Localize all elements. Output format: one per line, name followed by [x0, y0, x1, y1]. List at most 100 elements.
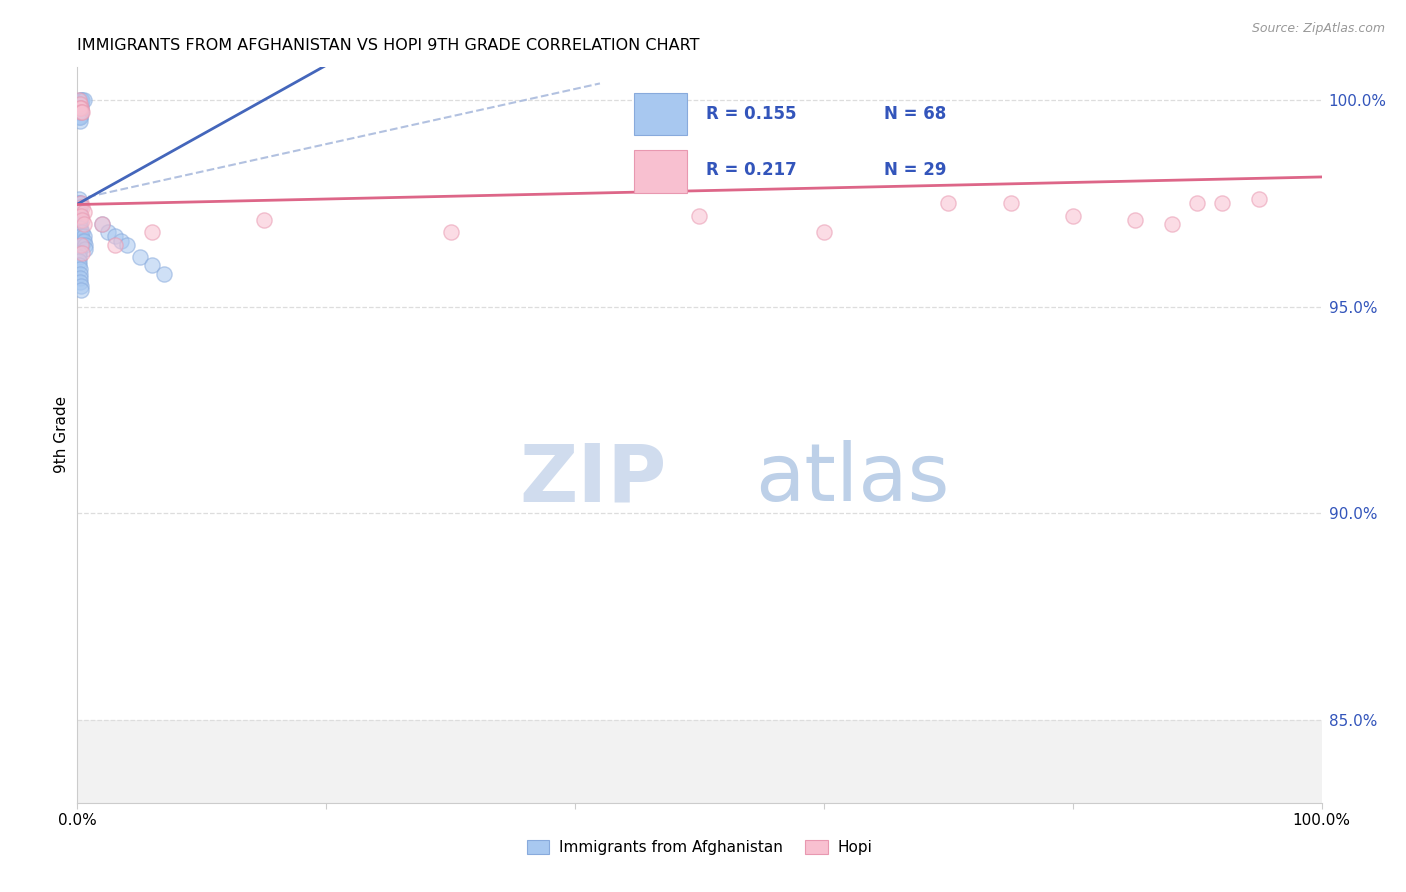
Point	[67, 93, 90, 107]
Point	[69, 110, 91, 124]
Point	[72, 93, 94, 107]
Point	[70, 93, 93, 107]
Point	[72, 93, 94, 107]
Point	[67, 221, 90, 235]
Point	[69, 262, 91, 277]
Point	[72, 237, 94, 252]
Point	[70, 105, 93, 120]
Point	[70, 101, 93, 115]
Point	[128, 250, 150, 264]
Point	[104, 229, 127, 244]
Point	[1062, 209, 1084, 223]
Point	[1161, 217, 1184, 231]
Point	[69, 275, 91, 289]
Point	[141, 258, 163, 272]
Point	[69, 97, 91, 112]
Text: R = 0.217: R = 0.217	[706, 161, 797, 179]
Point	[73, 242, 96, 256]
Point	[104, 237, 127, 252]
Point	[91, 217, 114, 231]
Point	[69, 221, 91, 235]
Point	[72, 225, 94, 239]
Point	[67, 101, 90, 115]
Point	[67, 192, 90, 206]
Point	[69, 201, 91, 215]
Point	[69, 212, 91, 227]
Point	[70, 279, 93, 293]
Point	[115, 237, 138, 252]
Point	[67, 258, 90, 272]
Point	[1123, 212, 1146, 227]
Text: R = 0.155: R = 0.155	[706, 105, 796, 123]
Point	[72, 105, 94, 120]
Point	[70, 229, 93, 244]
Point	[67, 225, 90, 239]
Bar	[634, 150, 688, 193]
Point	[938, 196, 960, 211]
Point	[67, 105, 90, 120]
Text: ZIP: ZIP	[519, 440, 666, 518]
Point	[1211, 196, 1233, 211]
Point	[67, 196, 90, 211]
Point	[72, 246, 94, 260]
Point	[69, 267, 91, 281]
Point	[72, 229, 94, 244]
Point	[141, 225, 163, 239]
Point	[70, 237, 93, 252]
Point	[73, 237, 96, 252]
Point	[70, 97, 93, 112]
Point	[67, 105, 90, 120]
Point	[67, 97, 90, 112]
Point	[69, 196, 91, 211]
Point	[69, 270, 91, 285]
Text: atlas: atlas	[755, 440, 950, 518]
Point	[70, 196, 93, 211]
Bar	[77, 720, 1322, 803]
Point	[813, 225, 835, 239]
Legend: Immigrants from Afghanistan, Hopi: Immigrants from Afghanistan, Hopi	[520, 834, 879, 862]
Point	[70, 283, 93, 297]
Point	[1000, 196, 1022, 211]
Point	[69, 212, 91, 227]
Point	[69, 209, 91, 223]
Text: IMMIGRANTS FROM AFGHANISTAN VS HOPI 9TH GRADE CORRELATION CHART: IMMIGRANTS FROM AFGHANISTAN VS HOPI 9TH …	[77, 38, 700, 54]
Point	[70, 105, 93, 120]
Text: N = 68: N = 68	[884, 105, 946, 123]
Point	[153, 267, 176, 281]
Point	[70, 209, 93, 223]
Point	[67, 250, 90, 264]
Point	[253, 212, 276, 227]
Point	[70, 101, 93, 115]
Point	[72, 234, 94, 248]
Point	[67, 204, 90, 219]
Point	[70, 229, 93, 244]
Point	[67, 246, 90, 260]
Point	[69, 217, 91, 231]
Point	[97, 225, 120, 239]
Point	[67, 217, 90, 231]
Point	[69, 101, 91, 115]
Point	[91, 217, 114, 231]
Point	[67, 105, 90, 120]
Y-axis label: 9th Grade: 9th Grade	[53, 396, 69, 474]
Point	[69, 110, 91, 124]
Point	[69, 101, 91, 115]
Point	[70, 225, 93, 239]
Point	[72, 217, 94, 231]
Bar	[634, 93, 688, 136]
Point	[67, 204, 90, 219]
Point	[67, 209, 90, 223]
Point	[689, 209, 711, 223]
Point	[110, 234, 132, 248]
Point	[67, 254, 90, 268]
Text: Source: ZipAtlas.com: Source: ZipAtlas.com	[1251, 22, 1385, 36]
Point	[1187, 196, 1209, 211]
Point	[72, 212, 94, 227]
Point	[69, 113, 91, 128]
Point	[69, 209, 91, 223]
Point	[69, 101, 91, 115]
Text: N = 29: N = 29	[884, 161, 946, 179]
Point	[69, 93, 91, 107]
Point	[440, 225, 463, 239]
Point	[72, 234, 94, 248]
